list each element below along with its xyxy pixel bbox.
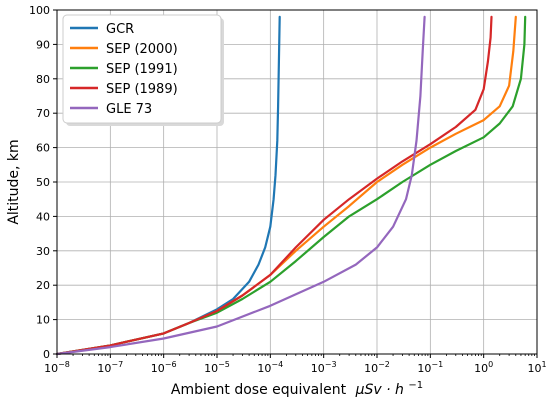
x-tick-exponent: −8 — [58, 360, 70, 369]
x-tick-label: 101 — [527, 360, 546, 375]
x-tick-label: 10−3 — [311, 360, 337, 375]
series-layer — [55, 15, 527, 356]
y-axis-label: Altitude, km — [6, 139, 22, 224]
x-tick-label: 10−1 — [417, 360, 443, 375]
series-line-4 — [55, 15, 426, 356]
y-tick-label: 80 — [36, 73, 50, 86]
y-tick-label: 30 — [36, 245, 50, 258]
x-tick-label: 10−6 — [151, 360, 177, 375]
x-tick-base: 10 — [364, 362, 378, 375]
x-tick-exponent: 0 — [488, 360, 493, 369]
x-tick-exponent: −1 — [431, 360, 443, 369]
legend-label: GCR — [106, 22, 134, 37]
x-axis-label-text: Ambient dose equivalent — [171, 382, 347, 398]
y-tick-label: 90 — [36, 38, 50, 51]
x-tick-base: 10 — [97, 362, 111, 375]
y-tick-label: 100 — [29, 4, 50, 17]
x-tick-label: 10−2 — [364, 360, 390, 375]
legend-label: SEP (1991) — [106, 62, 178, 77]
x-tick-label: 100 — [474, 360, 493, 375]
legend-box — [62, 14, 222, 124]
x-tick-exponent: −5 — [218, 360, 230, 369]
x-tick-label: 10−8 — [44, 360, 70, 375]
x-tick-exponent: −4 — [271, 360, 283, 369]
legend: GCR SEP (2000) SEP (1991) SEP (1989) GLE 73 — [62, 14, 224, 126]
legend-label: SEP (1989) — [106, 82, 178, 97]
x-axis-label-exponent: −1 — [408, 380, 423, 391]
x-axis-ticks: 10−8 10−7 10−6 10−5 10−4 10−3 10−2 10−1 100 101 — [44, 354, 547, 375]
legend-label: SEP (2000) — [106, 42, 178, 57]
x-tick-base: 10 — [44, 362, 58, 375]
y-tick-label: 40 — [36, 210, 50, 223]
x-tick-label: 10−7 — [97, 360, 123, 375]
x-tick-exponent: −2 — [378, 360, 390, 369]
legend-label: GLE 73 — [106, 102, 152, 117]
y-tick-label: 20 — [36, 279, 50, 292]
x-tick-exponent: −3 — [325, 360, 337, 369]
x-tick-base: 10 — [257, 362, 271, 375]
y-tick-label: 0 — [43, 348, 50, 361]
x-axis-label: Ambient dose equivalent μSv · h −1 — [171, 380, 423, 398]
series-line-3 — [55, 15, 493, 356]
x-tick-base: 10 — [311, 362, 325, 375]
x-tick-exponent: −6 — [165, 360, 177, 369]
y-tick-label: 60 — [36, 142, 50, 155]
x-tick-label: 10−4 — [257, 360, 283, 375]
x-tick-exponent: 1 — [541, 360, 546, 369]
x-tick-base: 10 — [151, 362, 165, 375]
y-tick-label: 10 — [36, 314, 50, 327]
x-tick-base: 10 — [474, 362, 488, 375]
x-tick-base: 10 — [417, 362, 431, 375]
legend-items: GCR SEP (2000) SEP (1991) SEP (1989) GLE 73 — [70, 22, 178, 117]
x-tick-base: 10 — [204, 362, 218, 375]
y-tick-label: 50 — [36, 176, 50, 189]
x-axis-label-math: μSv · h — [355, 382, 404, 398]
x-tick-base: 10 — [527, 362, 541, 375]
x-tick-exponent: −7 — [111, 360, 123, 369]
y-axis-ticks: 0 10 20 30 40 50 60 70 80 90 100 — [29, 4, 57, 361]
y-tick-label: 70 — [36, 107, 50, 120]
x-tick-label: 10−5 — [204, 360, 230, 375]
